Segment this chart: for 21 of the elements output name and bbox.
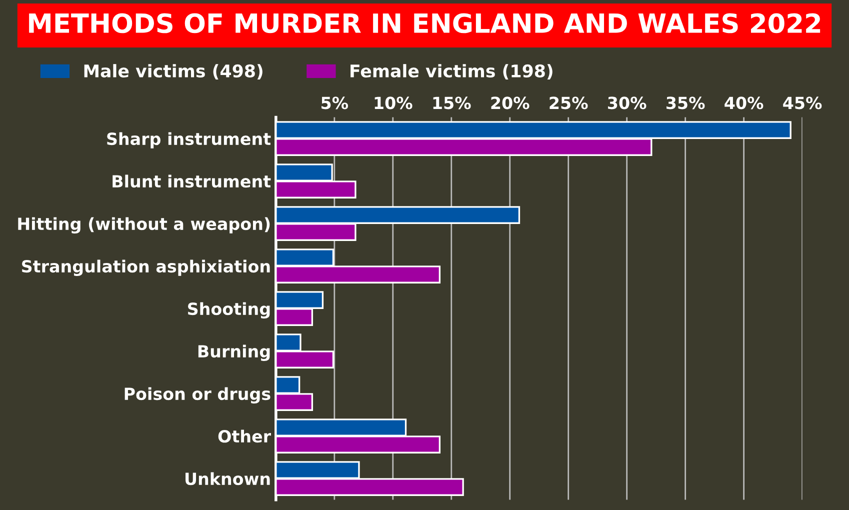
x-tick-label: 25% [550,96,588,110]
chart-title: METHODS OF MURDER IN ENGLAND AND WALES 2022 [29,13,820,34]
x-tick-label: 40% [724,96,764,110]
y-tick-label: Sharp instrument [107,132,271,148]
x-tick-label: 5% [322,96,348,110]
legend-label: Male victims (498) [84,64,262,80]
y-tick-label: Strangulation asphixiation [22,260,270,276]
x-tick-label: 45% [783,96,822,110]
y-tick-label: Burning [198,344,270,361]
x-tick-label: 20% [491,96,530,110]
x-tick-label: 10% [374,96,412,110]
y-tick-label: Blunt instrument [112,174,271,188]
y-tick-label: Other [218,430,272,443]
x-tick-label: 15% [433,96,471,110]
y-tick-label: Poison or drugs [124,387,270,404]
y-tick-label: Hitting (without a weapon) [18,217,270,234]
x-tick-label: 30% [608,96,646,110]
legend-label: Female victims (198) [350,64,552,80]
y-tick-label: Unknown [186,472,270,486]
x-tick-label: 35% [666,96,705,110]
y-tick-label: Shooting [188,302,270,318]
